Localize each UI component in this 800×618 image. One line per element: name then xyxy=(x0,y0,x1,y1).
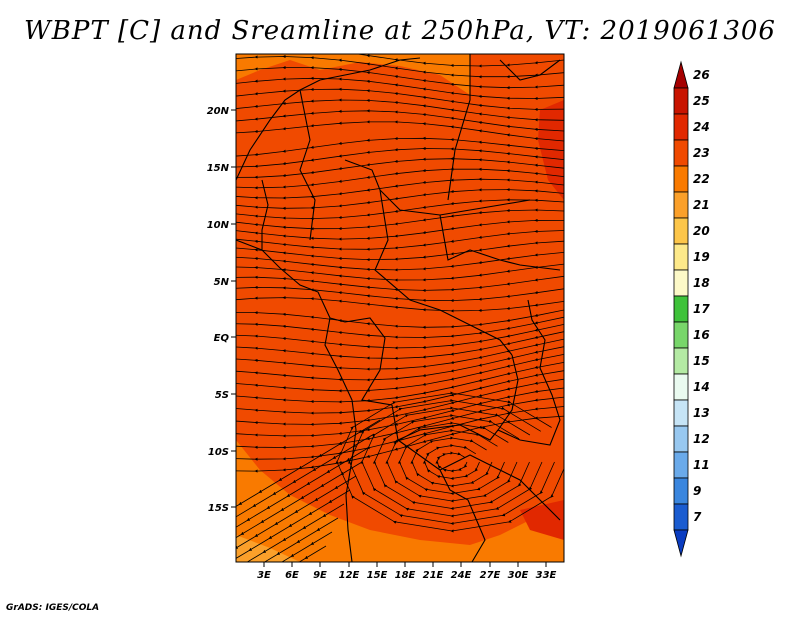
colorbar-label: 23 xyxy=(693,146,710,160)
colorbar-swatch xyxy=(673,295,689,323)
colorbar-label: 13 xyxy=(693,406,710,420)
colorbar-bottom-arrow xyxy=(673,529,689,558)
colorbar-swatch xyxy=(673,191,689,219)
colorbar-label: 17 xyxy=(693,302,710,316)
lat-tick-label: EQ xyxy=(214,333,230,344)
colorbar-label: 14 xyxy=(693,380,710,394)
colorbar-top-arrow xyxy=(673,60,689,89)
colorbar-swatch xyxy=(673,347,689,375)
colorbar-swatch xyxy=(673,243,689,271)
lon-tick-label: 30E xyxy=(508,570,529,581)
lon-tick-label: 9E xyxy=(313,570,327,581)
chart-title: WBPT [C] and Sreamline at 250hPa, VT: 20… xyxy=(24,16,776,46)
temperature-field-24c-region-east xyxy=(538,100,564,200)
colorbar-label: 25 xyxy=(693,94,710,108)
lon-tick-label: 3E xyxy=(257,570,271,581)
colorbar-label: 19 xyxy=(693,250,710,264)
lon-tick-label: 27E xyxy=(480,570,501,581)
colorbar-swatch xyxy=(673,165,689,193)
latitude-axis: 20N 15N 10N 5N EQ 5S 10S 15S xyxy=(207,106,236,514)
colorbar-swatch xyxy=(673,425,689,453)
streamline xyxy=(236,531,333,562)
streamline xyxy=(236,296,564,313)
colorbar-swatch xyxy=(673,87,689,115)
lat-tick-label: 5N xyxy=(214,277,230,288)
lat-tick-label: 10S xyxy=(208,447,229,458)
colorbar-swatch xyxy=(673,139,689,167)
colorbar-swatch xyxy=(673,451,689,479)
colorbar-swatch xyxy=(673,477,689,505)
colorbar-label: 21 xyxy=(693,198,710,212)
colorbar-label: 12 xyxy=(693,432,710,446)
colorbar-label: 11 xyxy=(693,458,710,472)
streamline xyxy=(236,517,339,562)
longitude-axis: 3E 6E 9E 12E 15E 18E 21E 24E 27E 30E 33E xyxy=(257,562,557,581)
lon-tick-label: 33E xyxy=(536,570,557,581)
colorbar-label: 18 xyxy=(693,276,710,290)
colorbar-swatch xyxy=(673,373,689,401)
colorbar-swatch xyxy=(673,113,689,141)
lat-tick-label: 5S xyxy=(215,390,229,401)
lat-tick-label: 15N xyxy=(207,163,230,174)
colorbar-swatch xyxy=(673,399,689,427)
grads-credit: GrADS: IGES/COLA xyxy=(6,603,100,613)
streamline xyxy=(236,120,564,142)
colorbar-swatch xyxy=(673,321,689,349)
colorbar-swatch xyxy=(673,269,689,297)
lat-tick-label: 20N xyxy=(207,106,230,117)
colorbar: 26 25 24 23 22 21 20 19 18 17 16 15 14 13 12 11 9 7 xyxy=(673,60,710,558)
lat-tick-label: 15S xyxy=(208,503,229,514)
lat-tick-label: 10N xyxy=(207,220,230,231)
map-frame xyxy=(235,53,565,563)
colorbar-swatch xyxy=(673,503,689,531)
colorbar-label: 22 xyxy=(693,172,710,186)
map-panel xyxy=(235,53,565,563)
lon-tick-label: 6E xyxy=(285,570,299,581)
colorbar-swatch xyxy=(673,217,689,245)
lon-tick-label: 15E xyxy=(367,570,388,581)
colorbar-label: 26 xyxy=(693,68,710,82)
lon-tick-label: 12E xyxy=(339,570,360,581)
colorbar-label: 15 xyxy=(693,354,710,368)
colorbar-label: 24 xyxy=(693,120,710,134)
colorbar-label: 7 xyxy=(693,510,702,524)
colorbar-label: 16 xyxy=(693,328,710,342)
lon-tick-label: 18E xyxy=(395,570,416,581)
lon-tick-label: 21E xyxy=(423,570,444,581)
streamlines xyxy=(236,54,564,562)
colorbar-label: 9 xyxy=(693,484,701,498)
colorbar-label: 20 xyxy=(693,224,710,238)
lon-tick-label: 24E xyxy=(451,570,472,581)
